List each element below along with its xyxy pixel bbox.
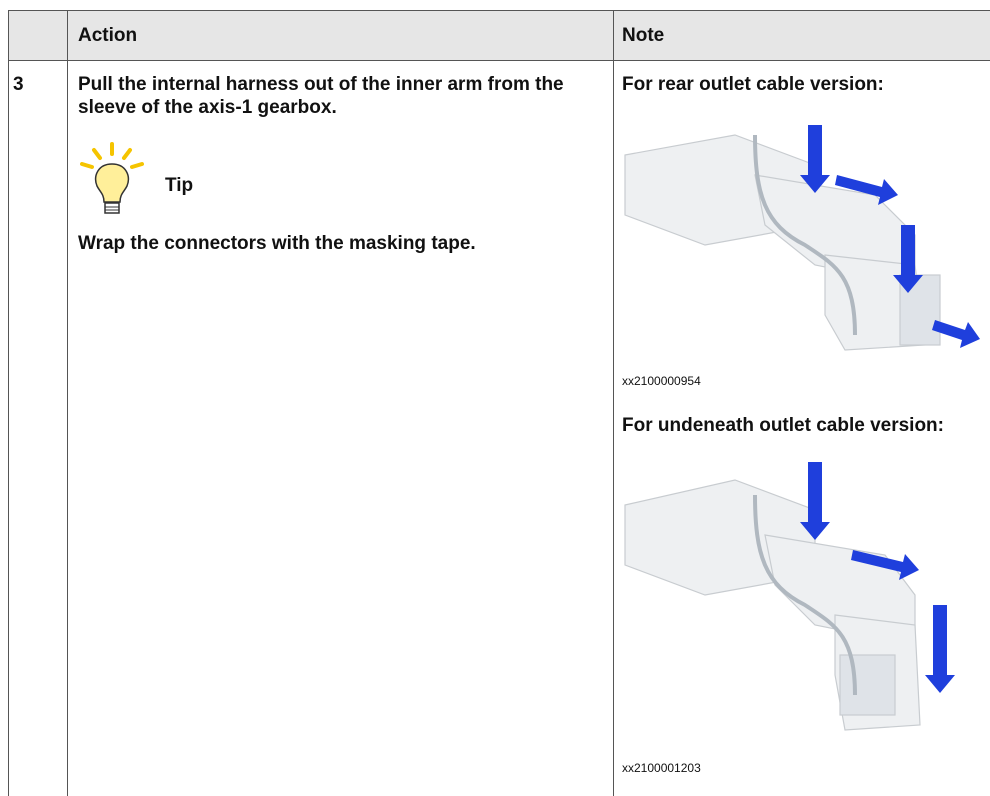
table-border (613, 10, 614, 796)
table-border (8, 10, 9, 796)
table-border (67, 10, 68, 796)
note-caption: For rear outlet cable version: (622, 74, 884, 95)
step-number: 3 (13, 74, 24, 95)
tip-title: Tip (165, 175, 194, 196)
header-cell: Note (622, 25, 665, 46)
figure (624, 462, 955, 731)
header-row (8, 10, 990, 60)
table-border (8, 10, 990, 11)
tip-text: Wrap the connectors with the masking tap… (78, 233, 476, 254)
header-cell: Action (78, 25, 138, 46)
action-text: Pull the internal harness out of the inn… (78, 74, 564, 118)
tip-icon (80, 142, 144, 214)
figure (624, 125, 980, 351)
image-id: xx2100000954 (622, 374, 701, 388)
note-caption: For undeneath outlet cable version: (622, 415, 944, 436)
image-id: xx2100001203 (622, 761, 701, 775)
table-border (8, 60, 990, 61)
